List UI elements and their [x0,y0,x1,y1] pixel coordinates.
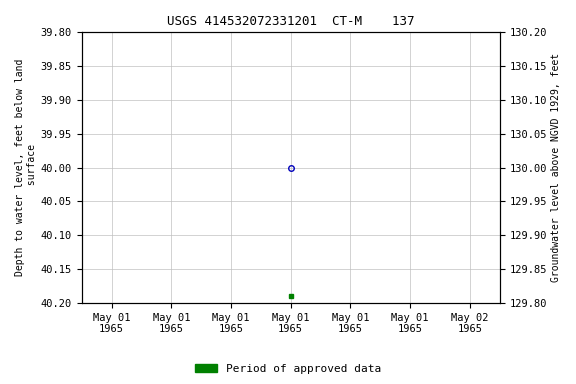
Title: USGS 414532072331201  CT-M    137: USGS 414532072331201 CT-M 137 [167,15,414,28]
Y-axis label: Depth to water level, feet below land
 surface: Depth to water level, feet below land su… [15,59,37,276]
Y-axis label: Groundwater level above NGVD 1929, feet: Groundwater level above NGVD 1929, feet [551,53,561,282]
Legend: Period of approved data: Period of approved data [191,359,385,379]
